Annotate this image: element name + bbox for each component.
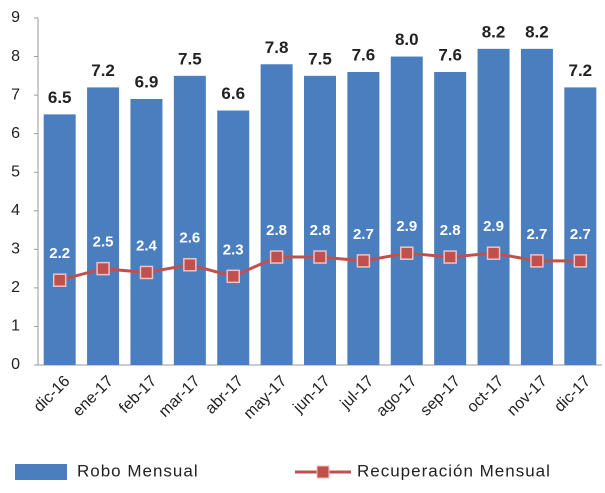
bar (564, 87, 597, 366)
y-tick-label: 6 (11, 125, 20, 142)
x-tick-label: mar-17 (156, 373, 204, 421)
x-tick-label: jun-17 (290, 373, 334, 417)
bar-value-label: 8.0 (395, 30, 419, 49)
line-value-label: 2.9 (396, 218, 417, 235)
legend-label: Recuperación Mensual (357, 461, 551, 480)
line-value-label: 2.5 (93, 234, 114, 251)
x-tick-label: nov-17 (504, 373, 551, 420)
line-marker (96, 261, 110, 276)
bar-value-label: 7.6 (352, 45, 376, 64)
bar (173, 75, 206, 365)
y-tick-label: 0 (11, 356, 20, 373)
bar (347, 71, 380, 365)
x-tick-label: dic-16 (31, 373, 74, 416)
bar-value-label: 6.6 (221, 84, 245, 103)
x-tick-label: jul-17 (337, 373, 377, 413)
line-value-label: 2.8 (440, 222, 461, 239)
bar-value-label: 7.5 (178, 49, 202, 68)
legend-label: Robo Mensual (77, 461, 199, 480)
bar (304, 75, 336, 365)
bar-value-label: 6.9 (135, 72, 159, 91)
line-value-label: 2.4 (136, 237, 158, 254)
x-tick-label: ene-17 (70, 373, 117, 420)
x-tick-label: oct-17 (464, 373, 508, 417)
line-value-label: 2.8 (310, 222, 331, 239)
line-value-label: 2.7 (570, 226, 591, 243)
line-value-label: 2.3 (223, 241, 244, 258)
bar-value-label: 7.2 (91, 61, 115, 80)
line-value-label: 2.8 (266, 222, 287, 239)
y-tick-label: 3 (11, 241, 20, 258)
y-tick-label: 7 (11, 86, 20, 103)
bar-value-label: 6.5 (48, 88, 72, 107)
bar-value-label: 7.2 (568, 61, 592, 80)
bar-value-label: 8.2 (525, 22, 549, 41)
bar (217, 110, 250, 366)
bar (43, 114, 76, 365)
y-tick-label: 8 (11, 48, 20, 65)
line-marker (313, 250, 327, 264)
line-marker (269, 250, 284, 264)
line-marker (183, 258, 197, 272)
line-marker (139, 265, 154, 280)
line-marker (52, 273, 67, 287)
x-tick-label: may-17 (241, 373, 291, 423)
y-tick-label: 9 (11, 9, 20, 26)
bar (260, 64, 293, 366)
line-marker (486, 246, 501, 260)
bar (520, 48, 553, 365)
line-marker (400, 246, 414, 260)
line-value-label: 2.7 (526, 226, 547, 243)
bar-value-label: 7.6 (438, 45, 462, 64)
y-tick-label: 2 (11, 279, 20, 296)
bar (87, 87, 120, 366)
legend-swatch (15, 464, 67, 480)
line-marker (443, 250, 457, 264)
x-tick-label: ago-17 (373, 373, 420, 420)
legend-swatch (316, 465, 330, 479)
line-marker (530, 254, 544, 268)
bar-value-label: 7.5 (308, 49, 332, 68)
bar-value-label: 8.2 (482, 22, 506, 41)
line-marker (573, 254, 588, 268)
line-marker (356, 254, 371, 268)
y-tick-label: 4 (11, 202, 20, 219)
line-marker (226, 269, 240, 284)
line-value-label: 2.6 (179, 230, 200, 247)
line-value-label: 2.2 (49, 245, 70, 262)
bar (434, 71, 467, 365)
bar (477, 48, 510, 365)
x-tick-label: feb-17 (116, 373, 160, 417)
bar (130, 98, 163, 365)
x-tick-label: sep-17 (417, 373, 464, 420)
y-tick-label: 5 (11, 163, 20, 180)
bar (390, 56, 423, 366)
line-value-label: 2.9 (483, 218, 504, 235)
x-tick-label: dic-17 (551, 373, 594, 416)
bar-value-label: 7.8 (265, 38, 289, 57)
line-value-label: 2.7 (353, 226, 374, 243)
y-tick-label: 1 (11, 318, 20, 335)
